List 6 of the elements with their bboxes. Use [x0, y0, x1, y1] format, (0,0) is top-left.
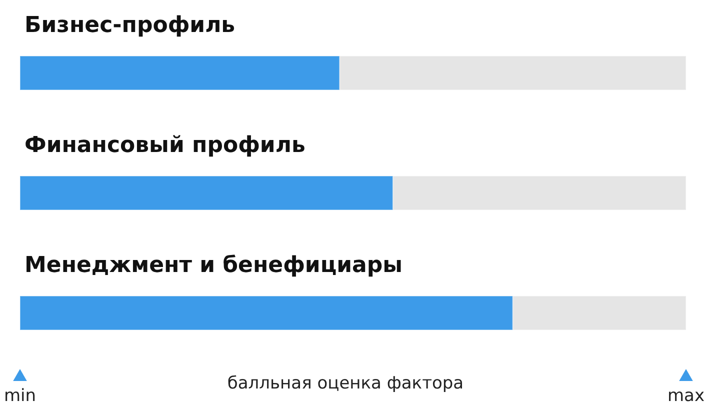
y-tick-label: Менеджмент и бенефициары: [24, 253, 403, 278]
text: min: [4, 386, 36, 406]
y-tick-label: Финансовый профиль: [24, 133, 306, 158]
y-tick-label: Бизнес-профиль: [24, 13, 236, 38]
x-axis-title: балльная оценка фактора: [227, 374, 464, 394]
text: max: [667, 386, 705, 406]
